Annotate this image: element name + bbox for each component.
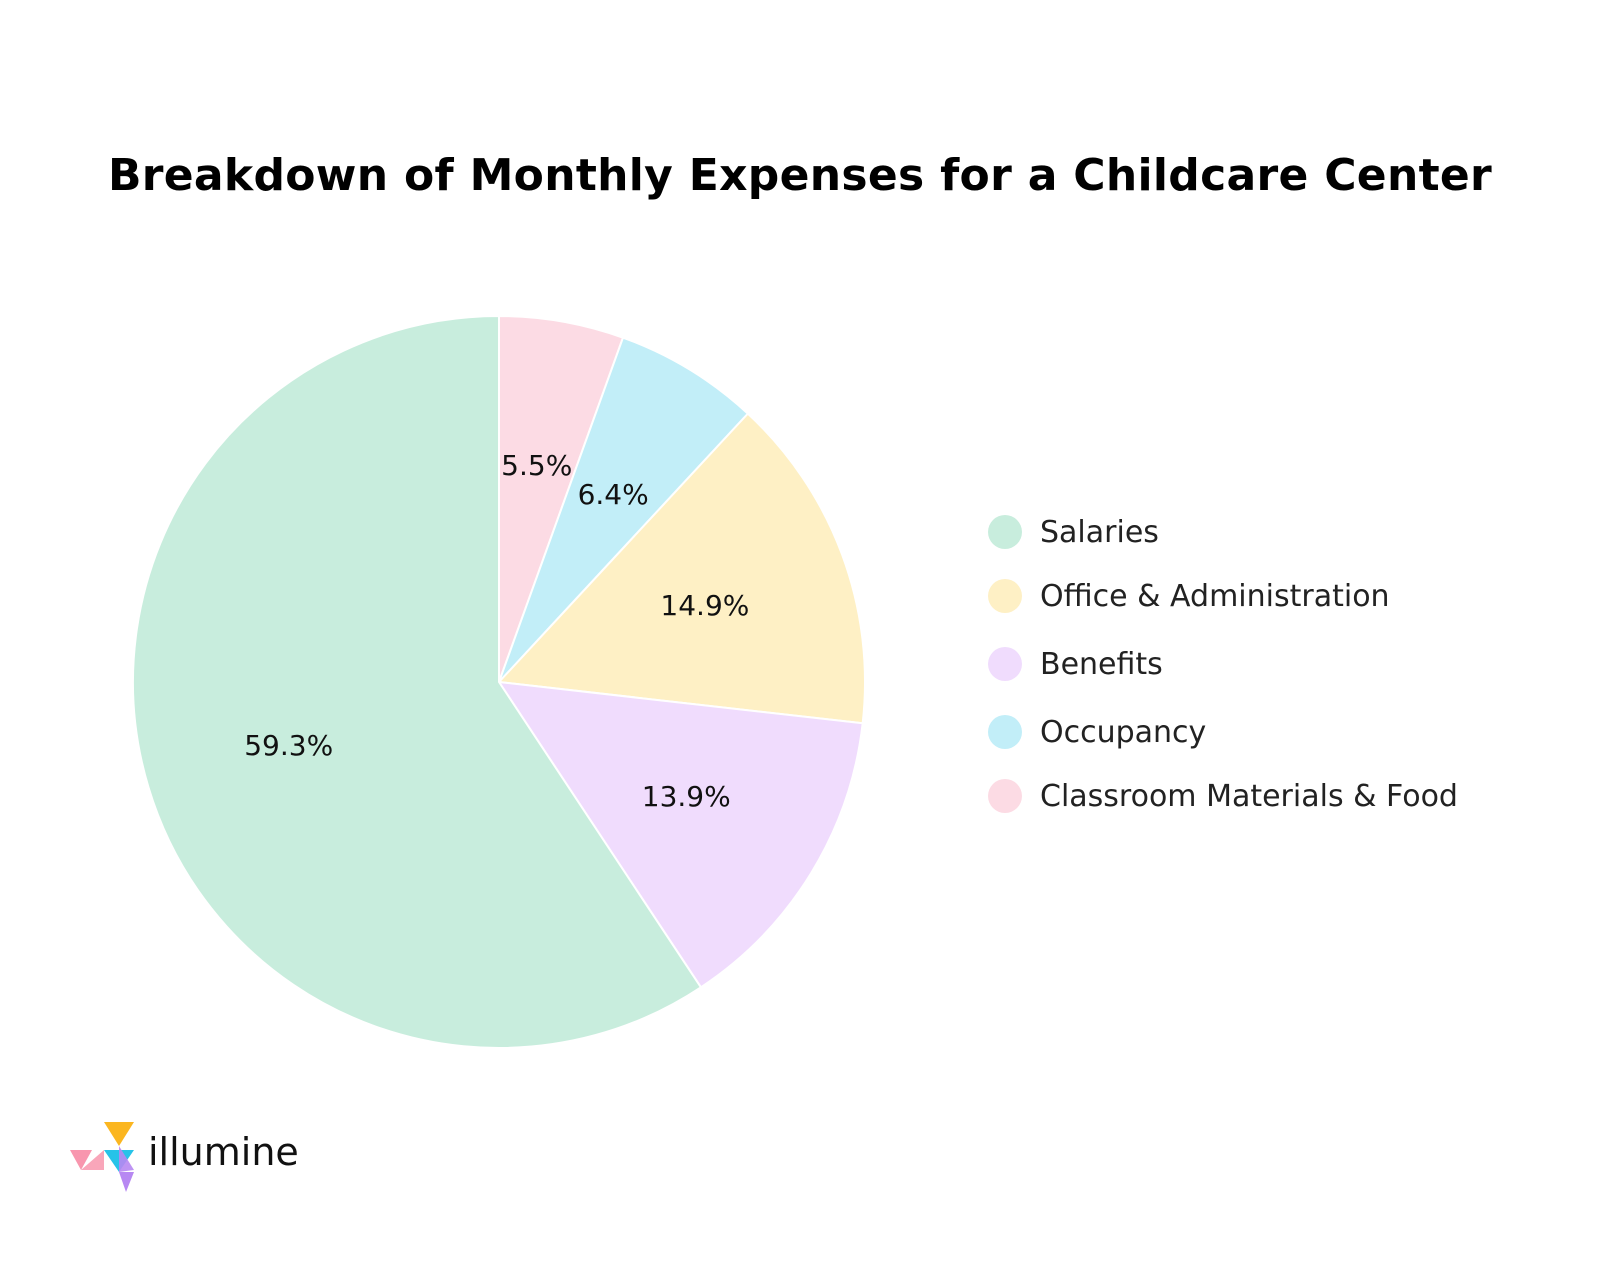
slice-label-occupancy: 6.4% <box>578 478 649 511</box>
legend-item-occupancy: Occupancy <box>988 712 1206 752</box>
legend-swatch-icon <box>988 579 1022 613</box>
logo-triangle-pink-left <box>70 1150 92 1170</box>
pie-slice-benefits <box>496 680 864 989</box>
brand-name: illumine <box>148 1130 299 1174</box>
slice-label-benefits: 13.9% <box>642 780 731 813</box>
legend-swatch-icon <box>988 647 1022 681</box>
pie-slice-office-and-administration <box>496 412 866 725</box>
legend-swatch-icon <box>988 715 1022 749</box>
logo-triangle-purple <box>119 1172 134 1192</box>
legend-label: Office & Administration <box>1040 578 1390 614</box>
legend-label: Classroom Materials & Food <box>1040 778 1458 814</box>
pie-slice-salaries <box>132 314 703 1049</box>
legend-label: Occupancy <box>1040 714 1207 750</box>
legend-item-classroom-materials-and-food: Classroom Materials & Food <box>988 776 1458 816</box>
legend-item-salaries: Salaries <box>988 512 1159 552</box>
legend-swatch-icon <box>988 779 1022 813</box>
illumine-logo-icon <box>70 1122 134 1192</box>
slice-label-classroom-materials-and-food: 5.5% <box>501 449 572 482</box>
logo-triangle-pink-right <box>81 1150 104 1170</box>
logo-triangle-yellow <box>104 1122 134 1146</box>
pie-slice-occupancy <box>498 336 750 683</box>
slice-label-office-and-administration: 14.9% <box>660 589 749 622</box>
legend-item-office-and-administration: Office & Administration <box>988 576 1390 616</box>
legend-swatch-icon <box>988 515 1022 549</box>
legend-label: Salaries <box>1040 514 1159 550</box>
legend-label: Benefits <box>1040 646 1163 682</box>
slice-label-salaries: 59.3% <box>244 729 333 762</box>
chart-title: Breakdown of Monthly Expenses for a Chil… <box>107 150 1493 201</box>
logo-triangle-purple-top <box>119 1146 134 1172</box>
legend-item-benefits: Benefits <box>988 644 1163 684</box>
